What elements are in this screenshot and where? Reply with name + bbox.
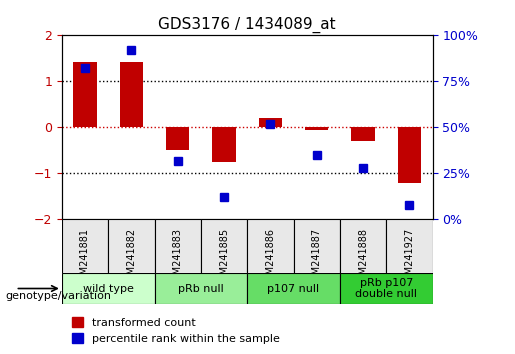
FancyBboxPatch shape	[154, 273, 247, 304]
Text: wild type: wild type	[83, 284, 133, 293]
Text: GSM241886: GSM241886	[265, 228, 276, 287]
Bar	[73, 62, 97, 127]
Text: genotype/variation: genotype/variation	[5, 291, 111, 301]
FancyBboxPatch shape	[154, 219, 201, 276]
FancyBboxPatch shape	[247, 273, 340, 304]
Bar	[398, 127, 421, 183]
Text: pRb p107
double null: pRb p107 double null	[355, 278, 417, 299]
FancyBboxPatch shape	[62, 273, 154, 304]
Bar	[212, 127, 235, 162]
Bar	[259, 118, 282, 127]
FancyBboxPatch shape	[247, 219, 294, 276]
Text: GSM241885: GSM241885	[219, 228, 229, 287]
FancyBboxPatch shape	[294, 219, 340, 276]
Text: pRb null: pRb null	[178, 284, 224, 293]
FancyBboxPatch shape	[108, 219, 154, 276]
FancyBboxPatch shape	[340, 219, 386, 276]
Text: GSM241888: GSM241888	[358, 228, 368, 287]
Text: GSM241927: GSM241927	[404, 228, 415, 287]
Text: p107 null: p107 null	[267, 284, 320, 293]
FancyBboxPatch shape	[340, 273, 433, 304]
Text: GSM241887: GSM241887	[312, 228, 322, 287]
Text: GSM241882: GSM241882	[126, 228, 136, 287]
Bar	[351, 127, 374, 141]
Bar	[119, 62, 143, 127]
Text: GSM241881: GSM241881	[80, 228, 90, 287]
Legend: transformed count, percentile rank within the sample: transformed count, percentile rank withi…	[67, 313, 284, 348]
FancyBboxPatch shape	[386, 219, 433, 276]
Bar	[305, 127, 328, 130]
Bar	[166, 127, 189, 150]
FancyBboxPatch shape	[201, 219, 247, 276]
Title: GDS3176 / 1434089_at: GDS3176 / 1434089_at	[159, 16, 336, 33]
FancyBboxPatch shape	[62, 219, 108, 276]
Text: GSM241883: GSM241883	[173, 228, 183, 287]
